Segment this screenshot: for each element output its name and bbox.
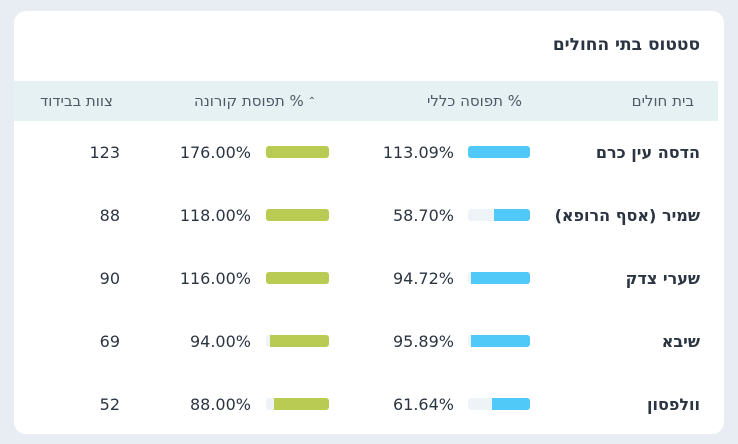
staff-isolation-value: 123 xyxy=(89,143,120,162)
corona-occupancy-value: 118.00% xyxy=(179,206,251,225)
general-occupancy-value: 58.70% xyxy=(392,206,454,225)
general-occupancy-bar-fill xyxy=(470,335,530,347)
corona-occupancy-bar xyxy=(266,146,329,158)
general-occupancy-value: 61.64% xyxy=(392,395,454,414)
general-occupancy-bar-fill xyxy=(471,272,530,284)
table-row[interactable]: שיבא 95.89% 94.00% 69 xyxy=(14,310,718,373)
header-corona-occupancy[interactable]: ⌃% תפוסת קורונה xyxy=(194,81,316,121)
corona-occupancy-bar xyxy=(266,335,329,347)
hospital-name: וולפסון xyxy=(646,395,700,414)
hospital-name: הדסה עין כרם xyxy=(595,143,700,162)
corona-occupancy-bar-fill xyxy=(266,272,329,284)
staff-isolation-value: 90 xyxy=(99,269,120,288)
staff-isolation-value: 88 xyxy=(99,206,120,225)
header-general-occupancy[interactable]: % תפוסה כללי xyxy=(427,92,522,110)
corona-occupancy-value: 176.00% xyxy=(179,143,251,162)
corona-occupancy-bar-fill xyxy=(266,209,329,221)
general-occupancy-bar-fill xyxy=(493,209,530,221)
corona-occupancy-bar-fill xyxy=(266,146,329,158)
header-hospital[interactable]: בית חולים xyxy=(631,92,694,110)
general-occupancy-bar xyxy=(468,272,530,284)
general-occupancy-bar-fill xyxy=(491,398,530,410)
staff-isolation-value: 69 xyxy=(99,332,120,351)
corona-occupancy-bar-fill xyxy=(273,398,329,410)
corona-occupancy-value: 88.00% xyxy=(189,395,251,414)
corona-occupancy-bar xyxy=(266,209,329,221)
hospital-status-card: סטטוס בתי החולים בית חולים % תפוסה כללי … xyxy=(14,11,724,434)
general-occupancy-value: 113.09% xyxy=(382,143,454,162)
general-occupancy-value: 95.89% xyxy=(392,332,454,351)
corona-occupancy-bar xyxy=(266,272,329,284)
corona-occupancy-bar-fill xyxy=(269,335,329,347)
staff-isolation-value: 52 xyxy=(99,395,120,414)
general-occupancy-bar-fill xyxy=(468,146,530,158)
table-row[interactable]: וולפסון 61.64% 88.00% 52 xyxy=(14,373,718,434)
table-row[interactable]: הדסה עין כרם 113.09% 176.00% 123 xyxy=(14,121,718,184)
corona-occupancy-bar xyxy=(266,398,329,410)
table-row[interactable]: שמיר (אסף הרופא) 58.70% 118.00% 88 xyxy=(14,184,718,247)
corona-occupancy-value: 116.00% xyxy=(179,269,251,288)
hospital-name: שיבא xyxy=(661,332,700,351)
sort-caret-icon: ⌃ xyxy=(307,96,317,107)
hospital-name: שערי צדק xyxy=(625,269,700,288)
general-occupancy-bar xyxy=(468,146,530,158)
header-corona-label: % תפוסת קורונה xyxy=(194,92,304,110)
hospital-name: שמיר (אסף הרופא) xyxy=(554,206,700,225)
general-occupancy-bar xyxy=(468,209,530,221)
general-occupancy-bar xyxy=(468,335,530,347)
card-title: סטטוס בתי החולים xyxy=(552,35,700,55)
header-staff-isolation[interactable]: צוות בבידוד xyxy=(40,92,113,110)
general-occupancy-bar xyxy=(468,398,530,410)
general-occupancy-value: 94.72% xyxy=(392,269,454,288)
corona-occupancy-value: 94.00% xyxy=(189,332,251,351)
table-row[interactable]: שערי צדק 94.72% 116.00% 90 xyxy=(14,247,718,310)
table-header: בית חולים % תפוסה כללי ⌃% תפוסת קורונה צ… xyxy=(14,81,718,121)
